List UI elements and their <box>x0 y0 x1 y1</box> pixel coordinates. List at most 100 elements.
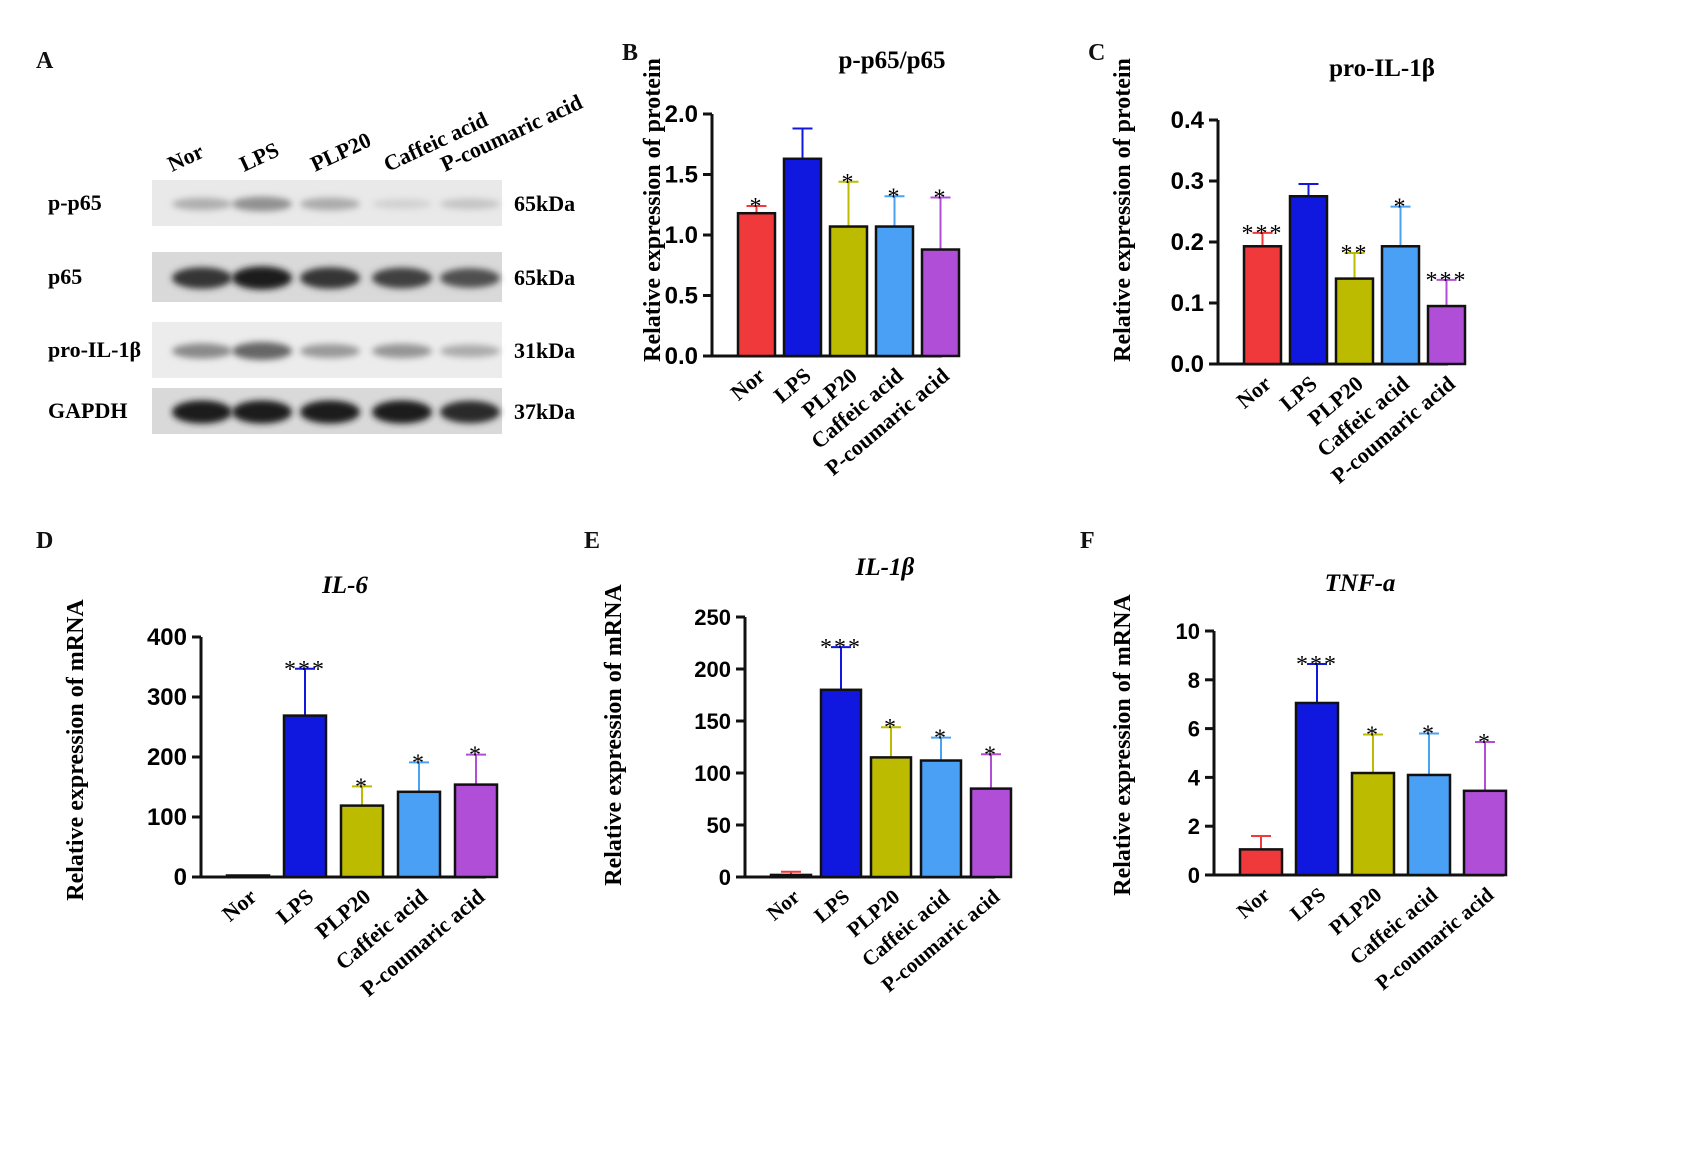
y-axis-label: Relative expression of mRNA <box>601 584 627 886</box>
significance-marker: * <box>884 715 898 741</box>
y-tick-label: 8 <box>1188 668 1200 693</box>
chart-title: IL-6 <box>321 572 368 599</box>
bar-plp20 <box>828 225 869 358</box>
blot-band <box>172 197 232 211</box>
bar-p-coumaric-acid <box>1426 304 1467 366</box>
bar-plp20 <box>869 756 913 879</box>
significance-marker: * <box>1422 721 1436 747</box>
bar-caffeic-acid <box>1380 245 1421 366</box>
y-tick-label: 2.0 <box>665 101 698 128</box>
significance-marker: * <box>888 184 902 210</box>
bar-caffeic-acid <box>919 759 963 879</box>
y-tick-label: 0.5 <box>665 283 698 310</box>
blot-band <box>232 266 292 290</box>
x-tick-label-lps: LPS <box>271 884 318 929</box>
significance-marker: * <box>934 726 948 752</box>
blot-band <box>372 267 432 289</box>
significance-marker: * <box>1478 730 1492 756</box>
panel-label-a: A <box>36 48 54 74</box>
y-tick-label: 1.0 <box>665 222 698 249</box>
blot-row-label-pro-il-1: pro-IL-1β <box>48 337 141 362</box>
bar-p-coumaric-acid <box>920 248 961 358</box>
x-tick-label-nor: Nor <box>726 363 770 406</box>
bar-lps <box>782 157 823 358</box>
blot-size-gapdh: 37kDa <box>514 399 575 424</box>
y-axis-label: Relative expression of mRNA <box>63 599 89 901</box>
y-tick-label: 0.1 <box>1171 290 1204 317</box>
bar-lps <box>819 688 863 879</box>
y-tick-label: 0 <box>174 864 187 891</box>
y-axis-label: Relative expression of protein <box>640 58 666 362</box>
chart-il-1b: IL-1β Relative expression of mRNA 0 50 100 15… <box>601 554 1013 997</box>
significance-marker: * <box>469 743 483 769</box>
panel-label-d: D <box>36 528 54 554</box>
blot-size-pro-il-1: 31kDa <box>514 338 575 363</box>
x-tick-label-nor: Nor <box>1232 371 1276 414</box>
x-tick-label-nor: Nor <box>1232 882 1274 923</box>
significance-marker: * <box>750 194 764 220</box>
bar-plp20 <box>1334 277 1375 366</box>
blot-band <box>172 267 232 289</box>
y-tick-label: 6 <box>1188 717 1200 742</box>
panel-label-b: B <box>622 40 639 66</box>
bar-lps <box>1294 701 1340 877</box>
y-tick-label: 200 <box>147 744 187 771</box>
x-tick-label-nor: Nor <box>217 884 261 927</box>
bar-nor <box>1238 848 1284 877</box>
y-tick-label: 0.4 <box>1171 107 1205 134</box>
chart-title: IL-1β <box>855 554 915 581</box>
y-tick-label: 0.3 <box>1171 168 1204 195</box>
y-tick-label: 1.5 <box>665 162 698 189</box>
significance-marker: * <box>1394 195 1408 221</box>
significance-marker: * <box>842 170 856 196</box>
significance-marker: *** <box>1242 221 1284 247</box>
x-tick-label-lps: LPS <box>1285 882 1330 925</box>
blot-band <box>440 198 500 210</box>
panel-label-e: E <box>584 528 601 554</box>
significance-marker: *** <box>284 657 326 683</box>
significance-marker: * <box>412 750 426 776</box>
y-tick-label: 100 <box>694 761 731 786</box>
bar-nor <box>225 874 271 879</box>
bar-caffeic-acid <box>874 225 915 358</box>
y-tick-label: 100 <box>147 804 187 831</box>
significance-marker: ** <box>1341 241 1369 267</box>
bar-lps <box>1288 195 1329 366</box>
y-tick-label: 0 <box>719 865 731 890</box>
y-axis-label: Relative expression of mRNA <box>1110 594 1136 896</box>
blot-size-p65: 65kDa <box>514 265 575 290</box>
blot-band <box>172 400 232 424</box>
significance-marker: *** <box>820 635 862 661</box>
y-tick-label: 10 <box>1176 619 1200 644</box>
significance-marker: *** <box>1296 652 1338 678</box>
blot-lane-label-nor: Nor <box>164 138 208 176</box>
bar-plp20 <box>339 804 385 879</box>
blot-row-label-p-p65: p-p65 <box>48 190 102 215</box>
blot-band <box>300 267 360 289</box>
y-tick-label: 250 <box>694 605 731 630</box>
significance-marker: * <box>934 185 948 211</box>
blot-band <box>232 342 292 360</box>
chart-tnf-a: TNF-a Relative expression of mRNA 0 2 4 6 8 10 N… <box>1110 570 1508 995</box>
blot-band <box>232 400 292 424</box>
blot-band <box>440 268 500 288</box>
blot-band <box>300 343 360 359</box>
y-tick-label: 300 <box>147 684 187 711</box>
blot-band <box>232 196 292 212</box>
significance-marker: * <box>355 774 369 800</box>
chart-p-p65-p65: p-p65/p65 Relative expression of protein0… <box>640 47 961 480</box>
y-tick-label: 2 <box>1188 814 1200 839</box>
y-tick-label: 400 <box>147 624 187 651</box>
blot-band <box>440 344 500 358</box>
bar-lps <box>282 714 328 879</box>
y-tick-label: 0 <box>1188 863 1200 888</box>
y-tick-label: 4 <box>1188 765 1201 790</box>
chart-il-6: IL-6 Relative expression of mRNA 0 100 200 30… <box>63 572 499 1001</box>
panel-label-c: C <box>1088 40 1106 66</box>
chart-title: TNF-a <box>1325 570 1396 597</box>
chart-title: pro-IL-1β <box>1329 55 1435 82</box>
y-tick-label: 0.2 <box>1171 229 1204 256</box>
bar-p-coumaric-acid <box>453 783 499 879</box>
significance-marker: * <box>1366 722 1380 748</box>
